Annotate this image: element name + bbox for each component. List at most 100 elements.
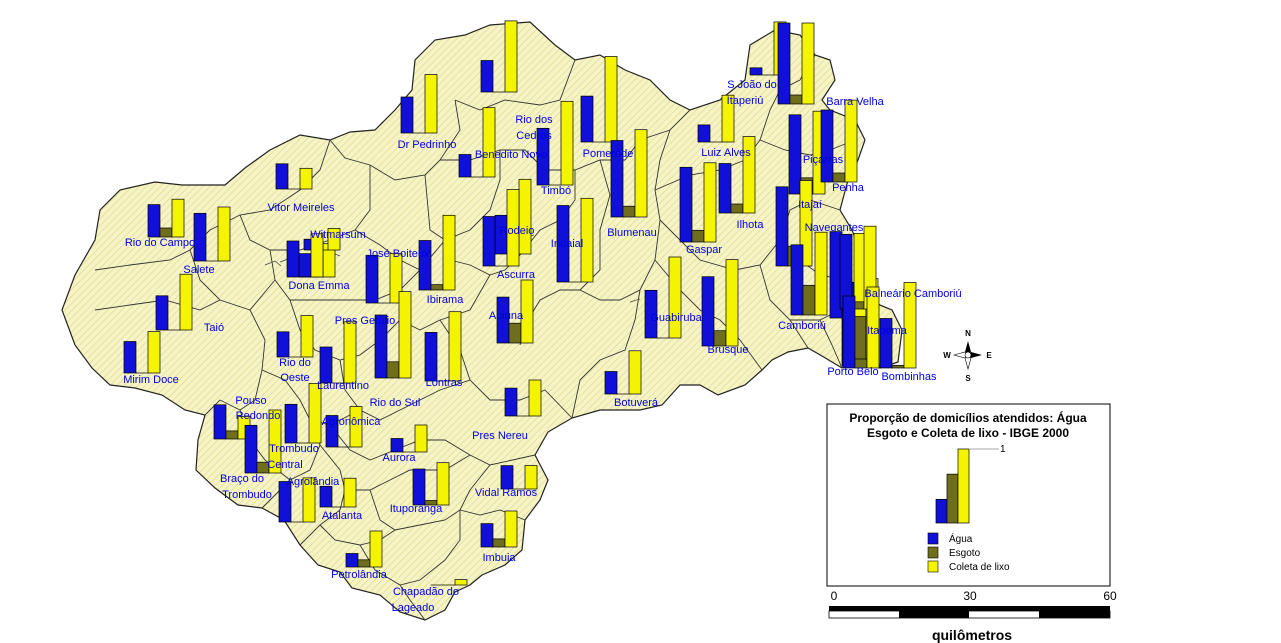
label-itapema: Itapema [867,325,908,337]
label-pomerode: Pomerode [583,148,634,160]
chart-ilhota [718,136,756,214]
bar-agua-ituporanga [412,468,426,506]
scale-tick-60: 60 [1103,589,1117,603]
label-porto-belo: Porto Belo [827,366,878,378]
bar-esgoto-rio-do-sul [386,361,400,379]
compass-north-arrow [965,341,971,355]
bar-lixo-ascurra [506,189,520,267]
bar-agua-camboriu [790,244,804,316]
label-luiz-alves: Luiz Alves [701,147,751,159]
bar-esgoto-bombinhas [891,364,905,369]
bar-agua-taio [155,295,169,331]
label-rodeio: Rodeio [500,225,535,237]
bar-lixo-pomerode [604,56,618,143]
bar-lixo-vidal-ramos [524,465,538,490]
bar-agua-dr-pedrinho [400,96,414,134]
chart-guabiruba [644,256,682,339]
bar-lixo-agronomica [349,406,363,448]
chart-luiz-alves [697,94,735,143]
compass-w: W [943,351,951,360]
bar-lixo-agrolandia [302,477,316,523]
bar-lixo-trombudo-central [268,409,282,474]
bar-agua-rio-dos-cedros [480,60,494,93]
bar-lixo-laurentino [343,321,357,384]
chart-taio [155,273,193,331]
label-pouso-redondo: Pouso Redondo [235,395,280,422]
label-blumenau: Blumenau [607,227,657,239]
legend-sample-bar-esgoto [946,473,959,524]
chart-brusque [701,259,739,347]
chart-porto-belo [842,286,880,369]
scale-tick-0: 0 [831,589,838,603]
bar-lixo-imbuia [504,510,518,548]
chart-rodeio [494,178,532,255]
bar-agua-laurentino [319,346,333,384]
label-rio-dos-cedros: Rio dos Cedros [515,114,553,142]
bar-lixo-braco-do-trombudo [308,383,322,444]
bar-lixo-gaspar [703,162,717,243]
chart-imbuia [480,510,518,548]
bar-agua-rio-do-oeste [276,331,290,358]
bar-agua-pres-nereu [504,387,518,417]
bar-agua-penha [820,109,834,183]
bar-lixo-pres-nereu [528,379,542,417]
bar-lixo-camboriu [814,231,828,316]
label-agronomica: Agronômica [322,416,382,428]
scale-segment-dark-2 [1039,611,1110,618]
chart-rio-dos-cedros [480,20,518,93]
label-bombinhas: Bombinhas [881,371,937,383]
chart-pouso-redondo [213,404,251,440]
bar-esgoto-petrolandia [357,559,371,568]
label-guabiruba: Guabiruba [650,312,702,324]
chart-vidal-ramos [500,465,538,490]
legend-swatch-esgoto [927,546,939,559]
label-ibirama: Ibirama [427,294,465,306]
bar-agua-witmarsum [298,253,312,278]
bar-agua-ibirama [418,240,432,291]
bar-esgoto-gaspar [691,229,705,243]
label-camboriu: Camboriú [778,320,826,332]
label-vitor-meireles: Vitor Meireles [267,202,335,214]
label-agrolandia: Agrolândia [287,476,340,488]
bar-lixo-ilhota [742,136,756,214]
chart-salete [193,206,231,262]
bar-lixo-mirim-doce [147,331,161,374]
bar-lixo-jose-boiteux [327,228,341,251]
legend-sample-bar-agua [935,498,948,524]
chart-benedito-novo [458,107,496,178]
bar-esgoto-ilhota [730,203,744,214]
scale-segment-dark-1 [899,611,969,618]
bar-agua-lontras [424,332,438,382]
chart-rio-do-sul [374,291,412,379]
chart-pomerode [580,56,618,143]
bar-agua-vidal-ramos [500,465,514,490]
bar-esgoto-barra-velha [789,94,803,105]
bar-agua-timbo [536,127,550,186]
scale-unit: quilômetros [932,627,1012,643]
bar-lixo-salete [217,206,231,262]
label-trombudo-central: Trombudo Central [267,443,319,471]
bar-esgoto-blumenau [622,205,636,218]
bar-agua-blumenau [610,140,624,218]
legend-title-line2: Esgoto e Coleta de lixo - IBGE 2000 [867,426,1069,440]
bar-agua-atalanta [319,485,333,508]
bar-lixo-rio-dos-cedros [504,20,518,93]
chart-atalanta [319,477,357,508]
bar-esgoto-ibirama [430,284,444,291]
label-itajai: Itajaí [798,199,822,211]
compass-e: E [986,351,992,360]
chart-braco-do-trombudo [284,383,322,444]
bar-lixo-taio [179,273,193,331]
bar-esgoto-pouso-redondo [225,430,239,440]
chart-laurentino [319,321,357,384]
chart-dr-pedrinho [400,74,438,134]
legend-max-label: 1 [1000,444,1006,455]
bar-agua-pres-getulio [365,254,379,304]
bar-lixo-guabiruba [668,256,682,339]
bar-lixo-pres-getulio [389,253,403,304]
bar-esgoto-rio-do-campo [159,227,173,238]
label-chapadao-do-lageado: Chapadão do Lageado [392,586,459,614]
legend-title-line1: Proporção de domicílios atendidos: Água [849,410,1087,425]
